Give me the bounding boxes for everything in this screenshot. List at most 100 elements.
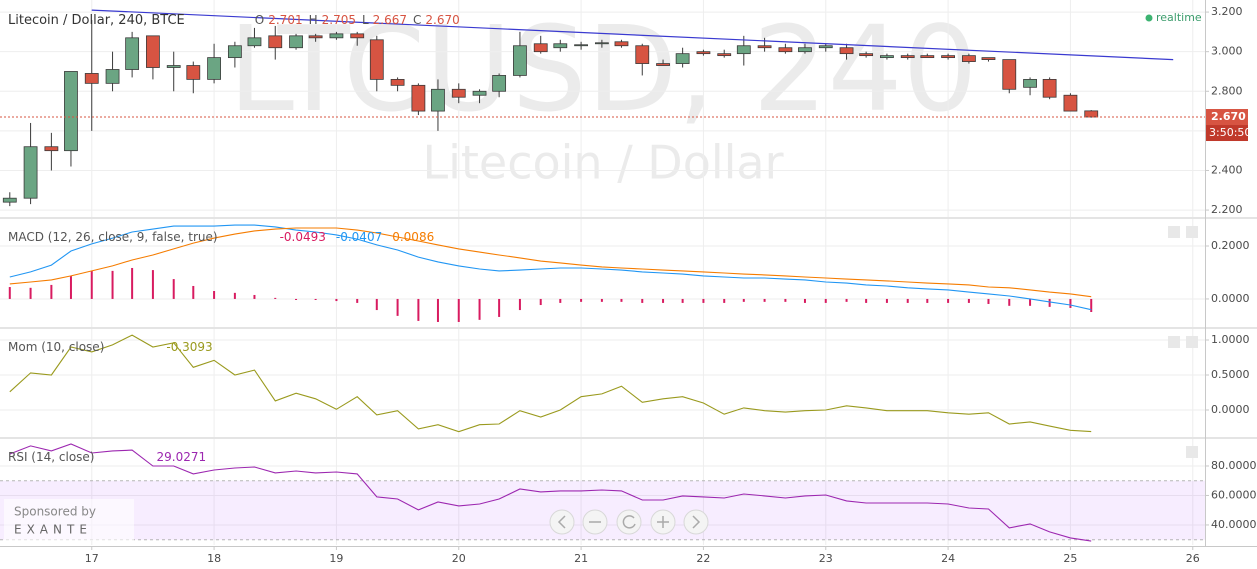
histogram-bar xyxy=(335,298,338,302)
x-tick-label: 21 xyxy=(574,552,588,565)
histogram-bar xyxy=(233,292,236,299)
histogram-bar xyxy=(29,287,32,299)
candle-body xyxy=(146,35,160,68)
x-tick-label: 25 xyxy=(1063,552,1077,565)
histogram-bar xyxy=(681,298,684,303)
candle-body xyxy=(839,47,854,55)
histogram-bar xyxy=(172,279,175,299)
histogram-bar xyxy=(947,298,950,303)
pane-value: 29.0271 xyxy=(156,450,206,464)
x-tick-label: 18 xyxy=(207,552,221,565)
histogram-bar xyxy=(539,298,542,306)
y-tick-label: 0.0000 xyxy=(1211,403,1250,416)
x-tick-label: 22 xyxy=(696,552,710,565)
histogram-bar xyxy=(559,298,562,303)
histogram-bar xyxy=(742,298,745,302)
y-tick-label: 0.2000 xyxy=(1211,239,1250,252)
candle-body xyxy=(125,37,140,70)
candle-body xyxy=(798,47,812,53)
histogram-bar xyxy=(111,270,114,299)
histogram-bar xyxy=(1029,298,1032,306)
candle-body xyxy=(472,90,487,96)
candle-body xyxy=(696,51,711,55)
pane-value: -0.0493 xyxy=(280,230,326,244)
histogram-bar xyxy=(436,298,439,322)
candle-body xyxy=(574,44,588,47)
histogram-bar xyxy=(8,287,11,299)
candle-body xyxy=(1042,78,1057,98)
histogram-bar xyxy=(845,298,848,302)
histogram-bar xyxy=(1069,298,1072,308)
histogram-bar xyxy=(1008,298,1011,306)
histogram-bar xyxy=(784,298,787,302)
candle-body xyxy=(369,39,384,80)
histogram-bar xyxy=(600,298,603,302)
candle-body xyxy=(64,71,78,152)
histogram-bar xyxy=(356,298,359,303)
y-tick-label: 0.0000 xyxy=(1211,292,1250,305)
candle-body xyxy=(23,146,38,199)
histogram-bar xyxy=(926,298,929,303)
candle-body xyxy=(492,75,507,92)
candle-body xyxy=(207,57,221,80)
candle-body xyxy=(900,55,915,59)
ohlc-value: 2.705 xyxy=(322,13,356,27)
x-tick-label: 20 xyxy=(452,552,466,565)
candle-body xyxy=(227,45,242,59)
pane-title: RSI (14, close) xyxy=(8,450,94,464)
candle-body xyxy=(451,88,466,98)
indicator-line xyxy=(9,227,1092,298)
x-tick-label: 17 xyxy=(85,552,99,565)
candle-body xyxy=(84,73,99,84)
histogram-bar xyxy=(478,298,481,320)
candle-body xyxy=(717,53,732,57)
trendline xyxy=(91,9,1174,61)
status-label: realtime xyxy=(1156,11,1202,24)
x-tick-label: 19 xyxy=(329,552,343,565)
histogram-bar xyxy=(90,270,93,299)
candle-body xyxy=(778,47,793,53)
pane-header: Mom (10, close) -0.3093 xyxy=(8,340,213,354)
histogram-bar xyxy=(213,291,216,299)
histogram-bar xyxy=(274,297,277,299)
candle-body xyxy=(961,55,976,62)
histogram-bar xyxy=(396,298,399,316)
candle-body xyxy=(880,55,894,59)
candle-body xyxy=(941,55,955,59)
histogram-bar xyxy=(151,270,154,299)
candle-body xyxy=(859,53,874,57)
candle-body xyxy=(920,55,935,59)
pane-header: RSI (14, close) 29.0271 xyxy=(8,450,206,464)
y-tick-label: 40.0000 xyxy=(1211,518,1257,531)
ohlc-value: 2.667 xyxy=(373,13,407,27)
candle-body xyxy=(513,45,527,76)
histogram-bar xyxy=(641,298,644,303)
x-tick-label: 23 xyxy=(819,552,833,565)
candle-body xyxy=(635,45,650,64)
histogram-bar xyxy=(702,298,705,303)
candle-body xyxy=(411,84,426,112)
ohlc-label: H xyxy=(309,13,318,27)
y-tick-label: 60.0000 xyxy=(1211,488,1257,501)
candle-body xyxy=(736,45,751,55)
candle-body xyxy=(390,78,405,86)
candle-body xyxy=(308,35,323,39)
histogram-bar xyxy=(580,298,583,302)
pane-header: Litecoin / Dollar, 240, BTCE O 2.701 H 2.705… xyxy=(8,13,460,28)
histogram-bar xyxy=(518,298,521,311)
candle-body xyxy=(289,35,303,49)
candle-body xyxy=(105,69,120,84)
indicator-line xyxy=(9,334,1092,433)
candle-body xyxy=(818,45,833,49)
histogram-bar xyxy=(69,275,72,299)
ohlc-label: O xyxy=(255,13,264,27)
pane-title: Mom (10, close) xyxy=(8,340,104,354)
y-tick-label: 3.000 xyxy=(1211,45,1243,58)
pane-title: MACD (12, 26, close, 9, false, true) xyxy=(8,230,218,244)
last-price-tag xyxy=(1206,109,1248,126)
y-tick-label: 2.800 xyxy=(1211,84,1243,97)
indicator-line xyxy=(9,224,1092,311)
histogram-bar xyxy=(987,298,990,304)
